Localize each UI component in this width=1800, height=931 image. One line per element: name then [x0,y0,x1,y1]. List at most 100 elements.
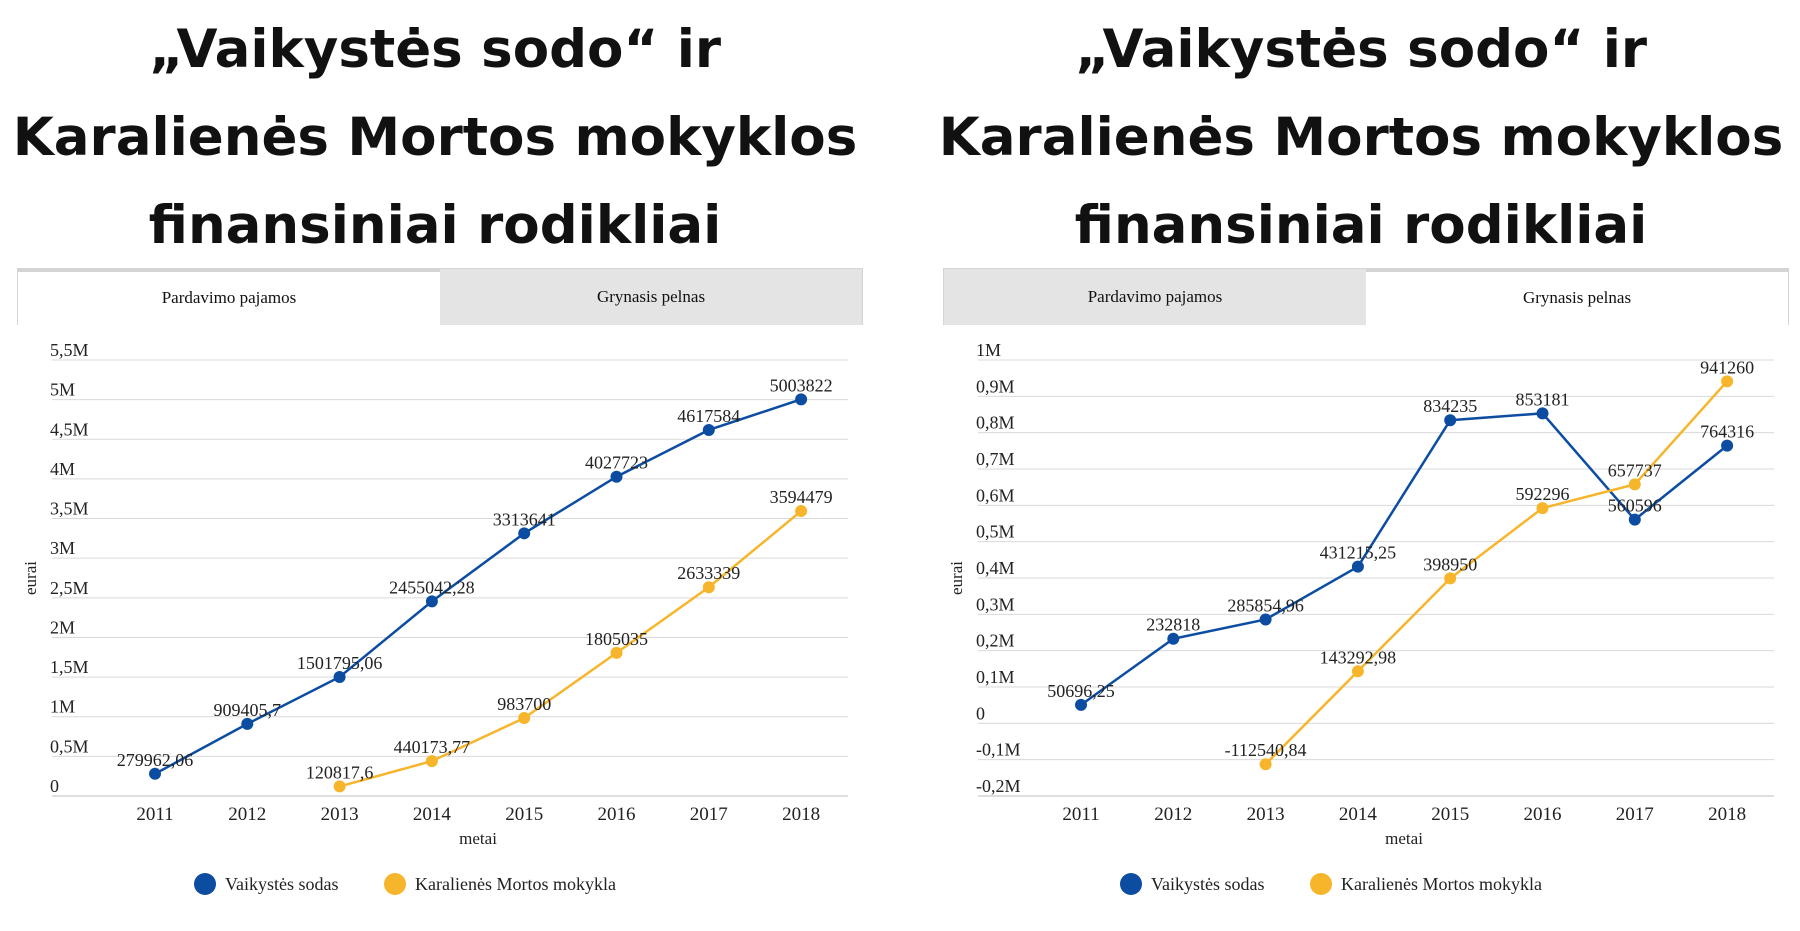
data-point [1167,632,1180,645]
y-tick-label: 0,1M [976,667,1015,687]
data-label: 657737 [1608,460,1662,480]
y-tick-label: 0,5M [50,736,89,756]
y-tick-label: 0,2M [976,631,1015,651]
data-label: 50696,25 [1047,681,1115,701]
data-label: 834235 [1423,396,1477,416]
data-point [518,712,531,725]
data-label: 431215,25 [1320,543,1397,563]
chart-panel-profit: „Vaikystės sodo“ ir Karalienės Mortos mo… [926,0,1800,931]
data-point [1075,698,1087,711]
x-tick-label: 2018 [782,804,820,825]
data-label: 440173,77 [394,737,471,757]
legend-label: Karalienės Mortos mokykla [1341,874,1542,894]
data-point [795,505,808,518]
page-title: „Vaikystės sodo“ ir Karalienės Mortos mo… [12,19,858,256]
data-label: 232818 [1146,615,1200,635]
y-tick-label: 1,5M [50,657,89,677]
legend-marker [1310,873,1332,895]
x-tick-label: 2013 [321,804,359,825]
y-tick-label: 0 [50,776,59,796]
y-tick-label: 0 [976,703,985,723]
tab-sales-revenue[interactable]: Pardavimo pajamos [944,269,1366,325]
data-label: 2455042,28 [389,577,475,597]
y-tick-label: -0,1M [976,740,1021,760]
data-point [1259,613,1272,626]
data-point [333,780,346,793]
data-label: 2633339 [677,563,740,583]
data-point [610,646,623,659]
y-axis-title: eurai [21,561,40,595]
data-label: 398950 [1423,554,1477,574]
data-label: 1805035 [585,629,648,649]
line-chart-profit: -0,2M -0,1M 0 0,1M 0,2M 0,3M 0,4M 0,5M 0,6M 0,7M 0… [947,340,1774,895]
x-tick-label: 2014 [1339,804,1378,825]
tab-bar: Pardavimo pajamos Grynasis pelnas [17,268,863,325]
legend-label: Karalienės Mortos mokykla [415,874,616,894]
x-tick-label: 2012 [1154,804,1192,825]
data-label: -112540,84 [1225,740,1307,760]
data-point [1536,502,1549,515]
data-label: 120817,6 [306,762,374,782]
data-point [333,670,346,683]
data-point [1351,665,1364,678]
data-label: 592296 [1516,484,1570,504]
data-label: 1501795,06 [297,653,383,673]
data-label: 4027723 [585,453,648,473]
data-label: 941260 [1700,357,1754,377]
y-tick-label: 5M [50,380,75,400]
data-label: 853181 [1516,389,1570,409]
data-point [149,767,161,780]
x-tick-label: 2014 [413,804,452,825]
data-point [1351,560,1364,573]
data-point [1721,375,1734,388]
y-tick-label: 0,7M [976,449,1015,469]
data-point [702,581,715,594]
chart-panel-sales: „Vaikystės sodo“ ir Karalienės Mortos mo… [12,19,863,895]
x-axis-title: metai [459,829,497,848]
legend-marker [1120,873,1142,895]
x-tick-label: 2017 [1616,804,1654,825]
x-tick-label: 2011 [136,804,173,825]
tab-sales-revenue[interactable]: Pardavimo pajamos [18,269,440,325]
data-label: 4617584 [677,406,740,426]
y-tick-label: 0,9M [976,376,1015,396]
data-point [1444,572,1457,585]
legend-marker [194,873,216,895]
data-label: 3313641 [493,509,556,529]
data-label: 983700 [497,694,551,714]
data-point [241,717,254,730]
y-tick-label: -0,2M [976,776,1021,796]
y-tick-label: 1M [976,340,1001,360]
y-tick-label: 0,5M [976,522,1015,542]
data-point [1628,478,1641,491]
line-chart-sales: 0 0,5M 1M 1,5M 2M 2,5M 3M 3,5M 4M 4,5M 5M 5,5M 2011 2… [21,340,848,895]
y-tick-label: 0,6M [976,485,1015,505]
y-tick-label: 1M [50,697,75,717]
tab-net-profit[interactable]: Grynasis pelnas [1366,269,1788,325]
y-tick-label: 3,5M [50,499,89,519]
x-tick-label: 2011 [1062,804,1099,825]
tab-bar: Pardavimo pajamos Grynasis pelnas [943,268,1789,325]
y-tick-label: 0,3M [976,594,1015,614]
data-label: 279962,06 [117,750,194,770]
data-point [702,423,715,436]
x-tick-label: 2013 [1247,804,1285,825]
data-point [610,470,623,483]
data-label: 285854,96 [1227,595,1304,615]
x-tick-label: 2018 [1708,804,1746,825]
data-label: 909405,7 [214,700,282,720]
series-line-2 [1264,380,1729,766]
legend-label: Vaikystės sodas [225,874,339,894]
series-line-1 [1080,412,1728,706]
data-point [425,755,438,768]
y-tick-label: 5,5M [50,340,89,360]
y-tick-label: 2,5M [50,578,89,598]
series-line-2 [339,510,802,788]
y-tick-label: 4,5M [50,419,89,439]
y-tick-label: 4M [50,459,75,479]
data-point [425,595,438,608]
tab-net-profit[interactable]: Grynasis pelnas [440,269,862,325]
data-label: 560596 [1608,496,1662,516]
data-point [1721,439,1734,452]
y-tick-label: 0,8M [976,413,1015,433]
